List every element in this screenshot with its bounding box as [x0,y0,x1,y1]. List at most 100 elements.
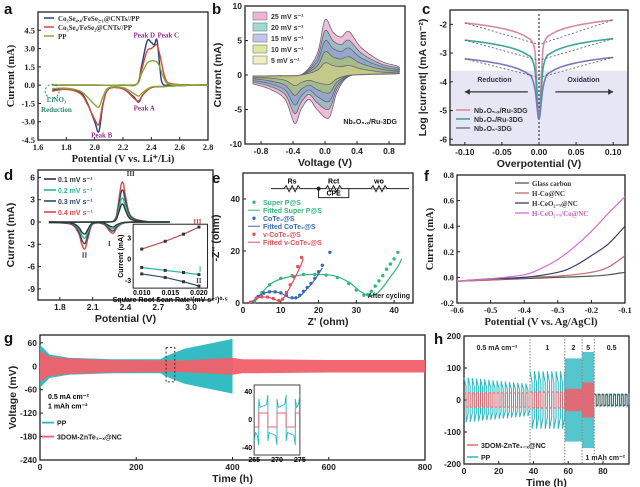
legend-label: PP [58,33,67,41]
oxidation-label: Oxidation [567,77,599,84]
panel-d: 1.8 2.1 2.4 2.7 3.0 -9 -6 -3 0 3 6 Potential (V) Cur… [4,167,228,325]
inset-y-tick: -40 [242,445,252,452]
capacity-label: 1 mAh cm⁻² [586,455,626,462]
x-tick-label: 40 [389,305,399,315]
y-tick-label: 6 [30,172,35,182]
data-point [369,289,374,293]
x-tick-label: 40 [529,466,539,476]
circuit-label: Rct [328,179,340,186]
x-tick-label: -0.10 [455,147,475,157]
y-tick-label: -3 [439,48,447,58]
y-tick-label: -60 [25,385,38,395]
legend-label: Fitted Super P@S [263,208,322,215]
plot-frame [456,174,626,304]
data-point [381,274,385,278]
legend-swatch [252,22,268,32]
arrowhead [608,88,614,95]
series-line [52,59,209,109]
y-tick-label: -5 [234,105,242,115]
panel-label: d [4,167,13,184]
x-tick-label: 60 [563,466,573,476]
fitted-line [251,267,323,303]
panel-h: 0 20 40 60 80 -200 -100 0 100 200 Time (h) h 0.5 mA … [434,331,630,487]
x-tick-label: -0.05 [492,147,512,157]
y-tick-label: 0.0 [24,80,35,90]
inset-line [141,273,200,287]
inset-y-tick: 0 [248,417,252,424]
inset-point [182,270,186,274]
data-point [373,284,377,288]
inset-y-tick: 40 [244,389,252,396]
x-tick-label: 0.00 [531,147,548,157]
inset-point [182,280,186,284]
inset-y-tick: 3 [127,235,131,242]
pp-trace [593,393,630,408]
after-cycling-label: After cycling [368,293,410,300]
legend-label: Co₃Se₄.₄/FeSe₂.₁@CNTs//PP [58,15,140,23]
zn-trace [464,392,531,408]
annotation: LiNO₃ [47,96,66,104]
y-axis-label: Current (mA) [6,44,17,107]
y-tick-label: 4.5 [24,25,35,35]
inset-x-tick: 265 [248,457,260,464]
y-tick-label: 3.0 [24,44,35,54]
inset-x-tick: 0.015 [162,290,180,297]
y-tick-label: -10 [230,139,243,149]
inset-x-label: Square Root Scan Rate (mV s⁻¹)⁰·⁵ [113,296,228,304]
x-tick-label: -0.2 [585,305,598,315]
y-tick-label: 0.8 [443,170,454,180]
legend-swatch [252,33,268,43]
panel-label: a [4,1,13,18]
x-tick-label: 0.10 [605,147,622,157]
x-tick-label: 20 [314,305,324,315]
inset-series-label: I [199,266,202,274]
peak-label: I [108,240,111,248]
x-tick-label: 2.2 [118,142,129,152]
x-axis-label: Time (h) [212,473,253,485]
cv-curve [48,203,170,235]
y-tick-label: 0.0 [443,272,454,282]
x-tick-label: 800 [418,462,432,472]
lino3-marker [44,83,60,99]
x-tick-label: 2.0 [89,142,100,152]
legend-label: 20 mV s⁻¹ [271,25,304,32]
inset-point [163,268,167,272]
panel-label: b [212,1,221,18]
x-tick-label: -0.4 [286,146,301,156]
legend-swatch [252,232,256,236]
panel-label: c [422,1,430,18]
circuit-label: wo [373,179,384,186]
inset-point [197,284,201,288]
y-axis-label: Current (mA) [425,207,436,270]
inset-point [140,266,144,270]
inset-x-tick: 270 [271,457,283,464]
resistor-symbol [283,184,301,193]
legend-swatch [252,55,268,65]
pp-trace [529,371,566,429]
zn-trace [594,393,630,407]
y-axis-label: Voltage (mV) [7,366,19,429]
inset-point [197,225,201,229]
x-tick-label: 2.8 [203,142,214,152]
lsv-curve [456,255,626,282]
rate-label: 0.5 mA cm⁻² [477,345,518,352]
x-tick-label: -0.8 [254,146,269,156]
data-point [396,250,400,254]
zn-band [582,382,595,418]
y-tick-label: 1.5 [24,62,35,72]
y-tick-label: 0 [32,361,37,371]
inset-point [163,275,167,279]
x-axis-label: Potential (V vs. Li⁺/Li) [72,154,175,165]
x-tick-label: 1.6 [33,142,44,152]
panel-b: -0.8 -0.4 0.0 0.4 0.8 -10 -5 0 5 10 Voltage (V) Cur… [212,1,406,169]
data-point [320,263,325,267]
y-tick-label: -4.5 [22,135,35,145]
zn-band [564,388,583,412]
circuit-branch [318,188,350,199]
x-tick-label: -0.3 [551,305,564,315]
legend-label: 0.4 mV s⁻¹ [58,210,93,217]
legend-label: Super P@S [263,200,301,207]
rate-label: 5 [586,345,590,352]
panel-f: -0.6 -0.5 -0.4 -0.3 -0.2 -0.1 -0.2 0.0 0.2 0.4 0.6… [424,168,632,328]
